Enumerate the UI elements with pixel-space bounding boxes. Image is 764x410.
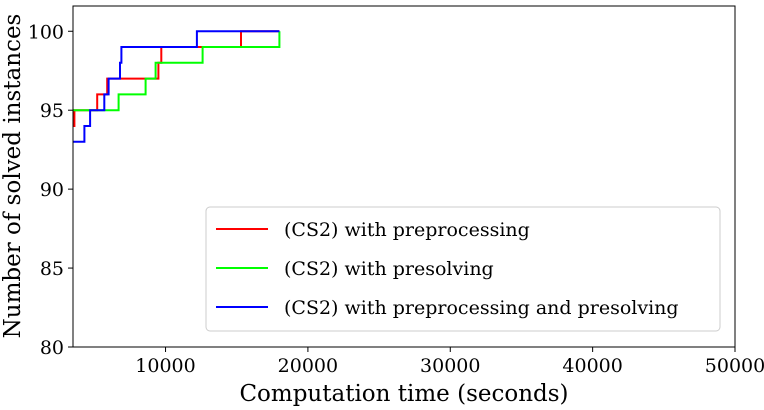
- y-tick-label: 85: [40, 258, 64, 280]
- legend-label-preprocessing: (CS2) with preprocessing: [284, 219, 530, 241]
- y-axis-ticks: 80 85 90 95 100: [28, 21, 73, 359]
- x-axis-label: Computation time (seconds): [239, 381, 568, 407]
- y-tick-label: 80: [40, 337, 64, 359]
- x-axis-ticks: 10000 20000 30000 40000 50000: [135, 347, 764, 377]
- legend: (CS2) with preprocessing (CS2) with pres…: [205, 206, 721, 332]
- y-tick-label: 90: [40, 179, 64, 201]
- series-line-presolving: [73, 31, 281, 112]
- x-tick-label: 40000: [562, 355, 622, 377]
- x-tick-label: 20000: [278, 355, 338, 377]
- x-tick-label: 30000: [420, 355, 480, 377]
- y-tick-label: 95: [40, 100, 64, 122]
- legend-box: [205, 206, 721, 332]
- legend-label-preprocessing-and-presolving: (CS2) with preprocessing and presolving: [284, 297, 679, 319]
- y-tick-label: 100: [28, 21, 64, 43]
- x-tick-label: 50000: [705, 355, 764, 377]
- legend-label-presolving: (CS2) with presolving: [284, 258, 494, 280]
- legend-items: (CS2) with preprocessing (CS2) with pres…: [216, 219, 679, 319]
- plot-frame: [72, 5, 736, 348]
- x-tick-label: 10000: [135, 355, 195, 377]
- series-line-preprocessing-and-presolving: [73, 30, 280, 143]
- series-layer: [73, 30, 281, 143]
- y-axis-label: Number of solved instances: [0, 14, 26, 339]
